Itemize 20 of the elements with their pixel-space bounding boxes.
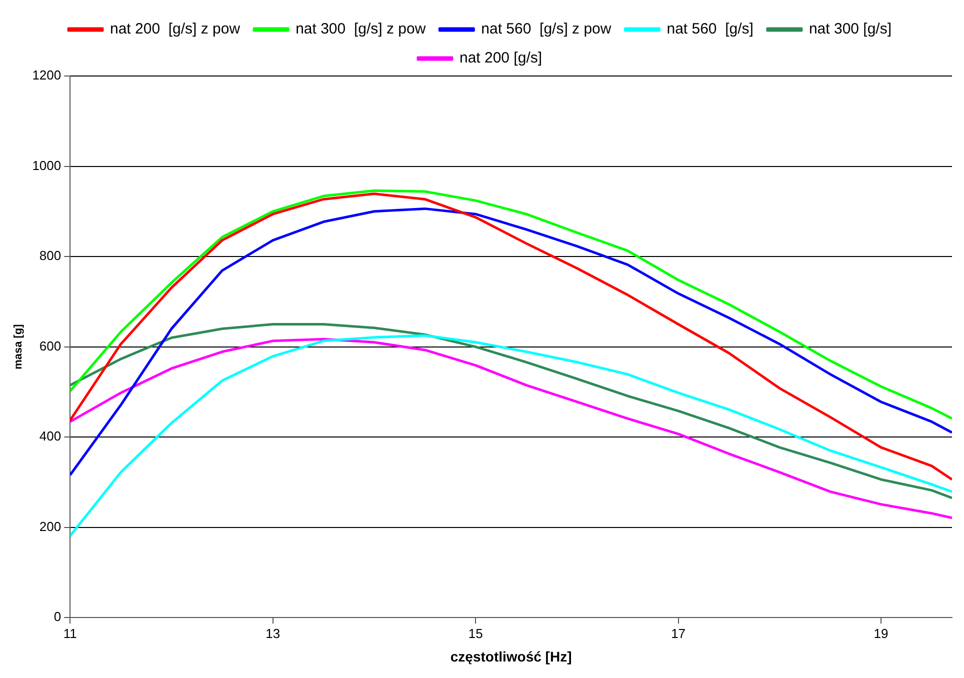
x-tick-label: 15	[468, 626, 483, 641]
legend-label: nat 300 [g/s]	[808, 20, 892, 38]
x-tick-label: 19	[874, 626, 888, 641]
legend-label: nat 200 [g/s] z pow	[110, 20, 240, 38]
x-tick-label: 11	[63, 626, 77, 641]
x-tick-label: 13	[266, 626, 280, 641]
legend-label: nat 560 [g/s]	[666, 20, 754, 38]
y-axis-title: masa [g]	[12, 324, 25, 370]
legend-label: nat 560 [g/s] z pow	[481, 20, 612, 38]
y-tick-label: 1200	[32, 68, 62, 83]
y-tick-label: 200	[39, 518, 62, 534]
x-axis-title: częstotliwość [Hz]	[450, 648, 572, 664]
y-tick-label: 400	[39, 428, 62, 444]
x-tick-label: 17	[671, 626, 686, 641]
legend-label: nat 300 [g/s] z pow	[296, 20, 426, 38]
legend-label: nat 200 [g/s]	[459, 50, 542, 67]
y-tick-label: 600	[39, 338, 62, 354]
y-tick-label: 0	[54, 609, 62, 624]
y-tick-label: 1000	[32, 158, 62, 173]
y-tick-label: 800	[39, 248, 62, 264]
